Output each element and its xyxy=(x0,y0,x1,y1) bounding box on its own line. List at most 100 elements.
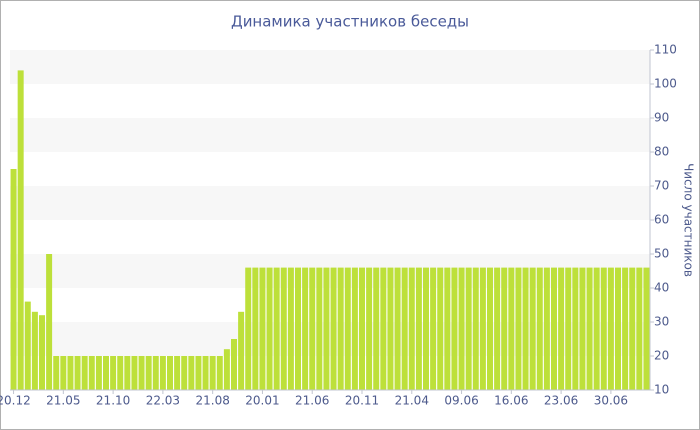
bar xyxy=(117,356,124,390)
bar xyxy=(586,267,593,390)
x-tick-label: 21.04 xyxy=(395,394,429,408)
bar xyxy=(636,267,643,390)
y-tick-label: 10 xyxy=(654,383,669,397)
bar xyxy=(465,267,472,390)
bar xyxy=(188,356,195,390)
x-tick-label: 20.12 xyxy=(0,394,31,408)
x-tick-label: 23.06 xyxy=(544,394,578,408)
bar xyxy=(316,267,323,390)
bar xyxy=(494,267,501,390)
bar xyxy=(558,267,565,390)
x-tick-label: 20.01 xyxy=(245,394,279,408)
bar xyxy=(543,267,550,390)
bar xyxy=(103,356,109,390)
bar xyxy=(593,267,600,390)
bar xyxy=(124,356,131,390)
x-tick-label: 30.06 xyxy=(594,394,628,408)
x-tick-label: 22.03 xyxy=(146,394,180,408)
bar xyxy=(252,267,259,390)
bar xyxy=(359,267,365,390)
bar xyxy=(458,267,465,390)
y-tick-label: 70 xyxy=(654,179,669,193)
y-tick-label: 30 xyxy=(654,315,669,329)
bar xyxy=(302,267,309,390)
bar xyxy=(88,356,95,390)
y-tick-label: 100 xyxy=(654,77,677,91)
x-tick-label: 21.05 xyxy=(46,394,80,408)
bar xyxy=(629,267,636,390)
grid-band xyxy=(10,186,650,220)
grid-band xyxy=(10,322,650,356)
bar xyxy=(31,311,38,390)
x-tick-label: 21.06 xyxy=(295,394,329,408)
bar xyxy=(572,267,579,390)
bar xyxy=(472,267,479,390)
bar xyxy=(607,267,614,390)
bar xyxy=(394,267,401,390)
bar xyxy=(259,267,266,390)
bar xyxy=(287,267,294,390)
bar xyxy=(167,356,173,390)
bar xyxy=(81,356,88,390)
bar xyxy=(145,356,152,390)
bar xyxy=(67,356,74,390)
bar xyxy=(380,267,387,390)
bar xyxy=(60,356,67,390)
bar xyxy=(423,267,429,390)
bar xyxy=(487,267,493,390)
bar xyxy=(231,339,237,390)
bar xyxy=(95,356,102,390)
grid-band xyxy=(10,50,650,84)
bar xyxy=(508,267,515,390)
bar xyxy=(245,267,252,390)
x-tick-label: 09.06 xyxy=(444,394,478,408)
bar xyxy=(373,267,380,390)
bar xyxy=(323,267,330,390)
bar xyxy=(408,267,415,390)
bar xyxy=(501,267,508,390)
bar xyxy=(280,267,287,390)
bar xyxy=(330,267,337,390)
bar xyxy=(522,267,529,390)
bar xyxy=(430,267,437,390)
bar xyxy=(223,349,230,390)
bar xyxy=(351,267,358,390)
bar xyxy=(10,169,17,390)
bar xyxy=(110,356,117,390)
bar xyxy=(266,267,273,390)
bar xyxy=(337,267,344,390)
bar xyxy=(401,267,408,390)
bar xyxy=(159,356,166,390)
bar xyxy=(551,267,557,390)
grid-band xyxy=(10,118,650,152)
x-tick-label: 21.08 xyxy=(195,394,229,408)
bar xyxy=(309,267,316,390)
bar xyxy=(643,267,650,390)
y-tick-label: 20 xyxy=(654,349,669,363)
bar xyxy=(181,356,188,390)
bar xyxy=(600,267,607,390)
y-tick-label: 60 xyxy=(654,213,669,227)
bar xyxy=(387,267,394,390)
y-tick-label: 90 xyxy=(654,111,669,125)
bar xyxy=(366,267,373,390)
bar xyxy=(174,356,181,390)
x-tick-label: 21.10 xyxy=(96,394,130,408)
bar xyxy=(46,254,53,390)
bar xyxy=(415,267,422,390)
y-axis-label: Число участников xyxy=(682,163,696,277)
bar xyxy=(216,356,223,390)
y-tick-label: 110 xyxy=(654,43,677,57)
bar xyxy=(622,267,629,390)
bar xyxy=(74,356,81,390)
bar xyxy=(131,356,138,390)
x-tick-label: 20.11 xyxy=(345,394,379,408)
bar xyxy=(565,267,572,390)
y-tick-label: 80 xyxy=(654,145,669,159)
bar xyxy=(53,356,60,390)
bar xyxy=(295,267,301,390)
bar xyxy=(202,356,209,390)
bar xyxy=(238,311,245,390)
chart-title: Динамика участников беседы xyxy=(231,13,469,31)
